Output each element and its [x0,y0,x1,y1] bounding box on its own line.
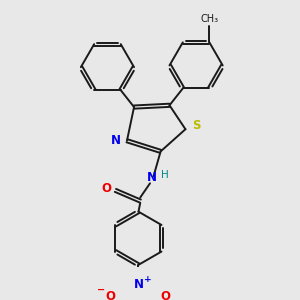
Text: N: N [134,278,143,291]
Text: H: H [161,170,169,180]
Text: O: O [160,290,170,300]
Text: O: O [105,290,115,300]
Text: +: + [143,274,151,284]
Text: S: S [192,119,200,132]
Text: O: O [102,182,112,195]
Text: N: N [110,134,120,147]
Text: CH₃: CH₃ [200,14,218,24]
Text: −: − [97,285,105,295]
Text: N: N [147,171,157,184]
